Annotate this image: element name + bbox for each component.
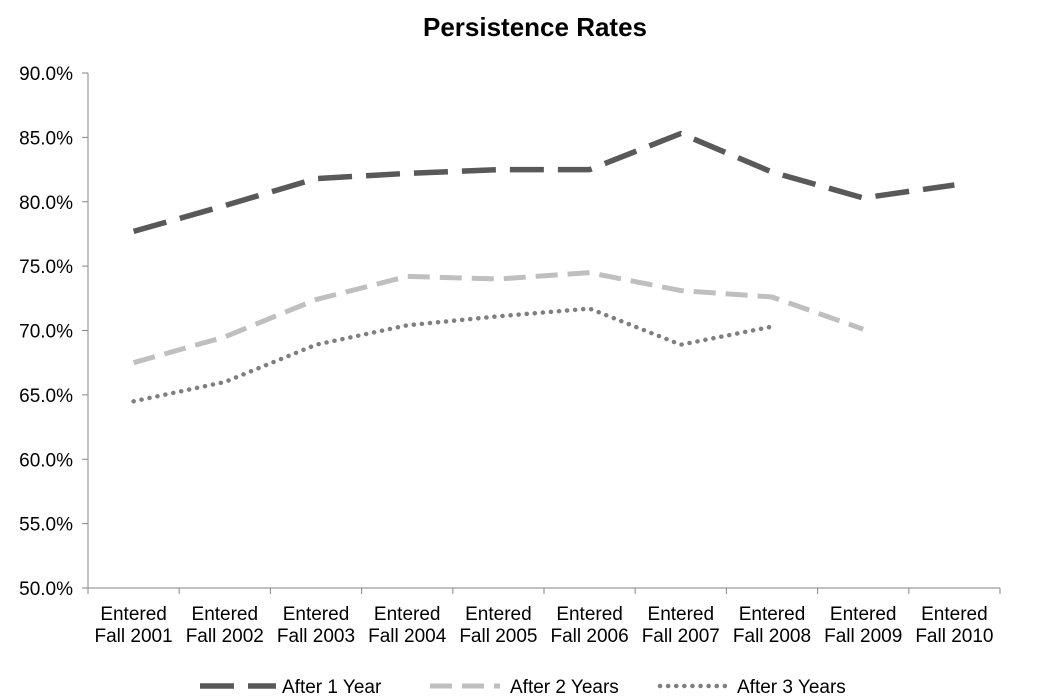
x-tick-label: Entered Fall 2008 [733,604,811,647]
y-tick-label: 85.0% [19,128,73,149]
x-tick-label-line: Entered [283,604,350,625]
legend-label-2: After 2 Years [510,677,619,698]
y-tick-label: 90.0% [19,64,73,85]
series-line-1 [132,130,955,235]
series-lines [131,130,955,404]
x-tick-label-line: Fall 2010 [915,626,993,647]
x-tick-label: Entered Fall 2005 [459,604,537,647]
x-tick-label-line: Entered [830,604,897,625]
y-tick-label: 80.0% [19,193,73,214]
y-tick-label: 75.0% [19,257,73,278]
x-tick-label-line: Fall 2003 [277,626,355,647]
x-tick-label-line: Entered [465,604,532,625]
x-tick-label-line: Entered [192,604,259,625]
x-tick-label-line: Entered [374,604,441,625]
y-tick-label: 55.0% [19,515,73,536]
x-tick-label-line: Entered [556,604,623,625]
x-tick-label: Entered Fall 2007 [642,604,720,647]
x-tick-label: Entered Fall 2002 [186,604,264,647]
x-tick-label-line: Fall 2008 [733,626,811,647]
x-tick-label: Entered Fall 2003 [277,604,355,647]
x-tick-label-line: Fall 2005 [459,626,537,647]
x-tick-label: Entered Fall 2009 [824,604,902,647]
axes: 50.0% 55.0% 60.0% 65.0% 70.0% 75.0% 80.0% 85.0%… [19,64,1001,647]
x-tick-label: Entered Fall 2004 [368,604,447,647]
legend-label-1: After 1 Year [282,677,382,698]
x-tick-label: Entered Fall 2006 [551,604,629,647]
x-tick-label-line: Fall 2002 [186,626,264,647]
x-tick-label-line: Entered [100,604,167,625]
y-tick-label: 50.0% [19,579,73,600]
legend-label-3: After 3 Years [737,677,846,698]
series-line-2 [132,270,865,366]
x-tick-label: Entered Fall 2001 [95,604,173,647]
x-tick-label: Entered Fall 2010 [915,604,993,647]
y-tick-label: 60.0% [19,450,73,471]
x-tick-label-line: Entered [921,604,988,625]
x-tick-label-line: Fall 2006 [551,626,629,647]
y-tick-label: 65.0% [19,386,73,407]
y-tick-label: 70.0% [19,322,73,343]
x-tick-label-line: Fall 2009 [824,626,902,647]
x-tick-label-line: Fall 2007 [642,626,720,647]
x-tick-label-line: Fall 2004 [368,626,447,647]
x-tick-label-line: Fall 2001 [95,626,173,647]
chart-title: Persistence Rates [423,12,647,42]
legend: After 1 Year After 2 Years After 3 Years [200,677,846,698]
series-line-3 [131,306,775,404]
x-tick-label-line: Entered [648,604,715,625]
x-tick-label-line: Entered [739,604,806,625]
